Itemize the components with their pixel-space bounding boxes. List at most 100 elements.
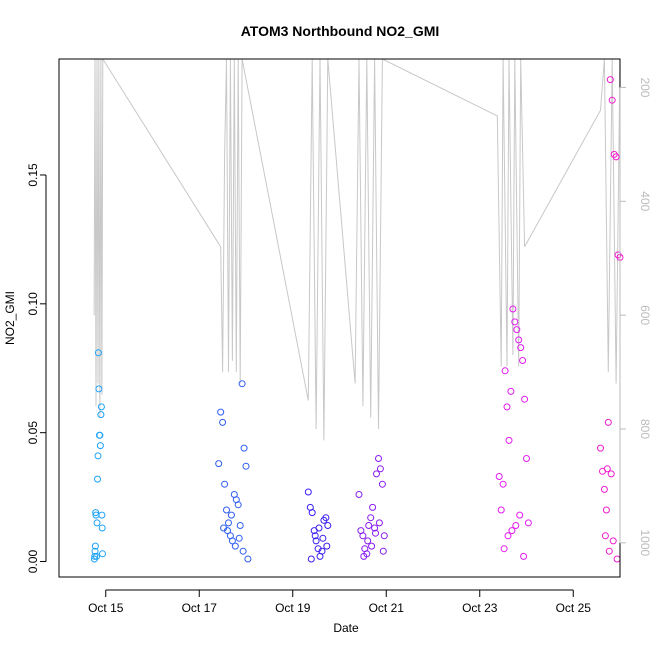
y-tick-label: 0.05 — [26, 421, 40, 445]
data-point — [315, 524, 323, 532]
data-point — [359, 532, 367, 540]
altitude-line — [327, 59, 383, 430]
data-point — [495, 473, 503, 480]
altitude-layer — [93, 59, 620, 441]
data-point — [223, 506, 230, 514]
data-point — [244, 555, 252, 563]
data-point — [319, 534, 327, 542]
data-point — [380, 532, 388, 540]
data-point — [604, 418, 612, 426]
y2-tick-label: 800 — [638, 419, 650, 439]
altitude-line — [382, 59, 526, 367]
data-point — [520, 552, 528, 560]
data-point — [499, 480, 507, 488]
data-point — [609, 537, 617, 545]
data-point — [603, 465, 611, 473]
data-point — [99, 550, 106, 558]
data-point — [95, 385, 103, 393]
data-point — [597, 444, 604, 452]
data-point — [509, 305, 517, 313]
data-point — [375, 519, 383, 527]
data-point — [311, 532, 319, 540]
data-point — [516, 511, 524, 519]
x-axis-label: Date — [333, 621, 359, 635]
data-point — [378, 480, 386, 488]
y-axis: 0.00 0.05 0.10 0.15 — [26, 163, 47, 573]
data-point — [505, 436, 513, 444]
data-point — [376, 465, 384, 473]
x-tick-label: Oct 25 — [556, 601, 592, 615]
data-point — [523, 455, 530, 462]
data-point — [367, 514, 375, 522]
data-point — [373, 470, 380, 478]
data-point — [215, 460, 223, 468]
y2-tick-label: 600 — [638, 305, 650, 325]
data-point — [517, 344, 525, 352]
data-point — [312, 537, 320, 545]
data-point — [612, 153, 620, 161]
data-point — [235, 534, 243, 542]
chart-title: ATOM3 Northbound NO2_GMI — [241, 23, 440, 39]
data-point — [368, 542, 376, 550]
data-point — [365, 522, 373, 529]
y-axis-label: NO2_GMI — [3, 291, 17, 345]
data-point — [521, 395, 529, 403]
data-point — [323, 542, 331, 550]
data-point — [608, 96, 616, 104]
x-tick-label: Oct 15 — [88, 601, 124, 615]
data-point — [94, 475, 101, 483]
data-point — [227, 511, 235, 519]
data-point — [524, 519, 532, 527]
y2-tick-label: 1000 — [638, 529, 650, 556]
data-point — [91, 542, 99, 550]
data-point — [322, 514, 330, 522]
data-point — [500, 545, 508, 553]
plot-frame — [58, 58, 621, 578]
altitude-line — [102, 59, 243, 384]
data-point — [503, 403, 511, 411]
data-point — [234, 501, 242, 509]
data-point — [228, 537, 236, 545]
data-point — [304, 488, 312, 496]
data-point — [501, 367, 509, 375]
data-point — [94, 452, 102, 460]
data-point — [221, 480, 229, 488]
data-point — [513, 326, 521, 334]
data-point — [94, 349, 102, 357]
altitude-line — [93, 59, 104, 418]
data-point — [96, 442, 104, 450]
data-point — [308, 509, 316, 517]
data-point — [97, 411, 105, 419]
data-point — [602, 506, 610, 514]
data-point — [225, 519, 232, 527]
data-point — [515, 336, 523, 344]
data-point — [511, 318, 519, 326]
data-point — [98, 524, 106, 532]
data-point — [369, 503, 377, 511]
data-point — [375, 455, 382, 462]
data-point — [97, 403, 105, 411]
data-point — [372, 529, 379, 537]
data-point — [504, 532, 512, 540]
data-point — [507, 387, 515, 395]
y-tick-label: 0.10 — [26, 292, 40, 316]
data-point — [238, 380, 246, 388]
altitude-line — [524, 59, 620, 384]
points-layer — [90, 76, 624, 563]
y2-tick-label: 400 — [638, 191, 650, 211]
data-point — [360, 552, 368, 560]
data-point — [242, 462, 250, 470]
data-point — [239, 547, 247, 555]
data-point — [92, 509, 100, 517]
altitude-line — [241, 59, 329, 441]
data-point — [220, 524, 228, 532]
x-tick-label: Oct 21 — [369, 601, 405, 615]
data-point — [497, 506, 505, 514]
y2-tick-label: 200 — [638, 77, 650, 97]
data-point — [600, 485, 608, 493]
data-point — [613, 555, 621, 563]
data-point — [93, 552, 100, 560]
x-tick-label: Oct 17 — [182, 601, 218, 615]
data-point — [355, 491, 363, 498]
